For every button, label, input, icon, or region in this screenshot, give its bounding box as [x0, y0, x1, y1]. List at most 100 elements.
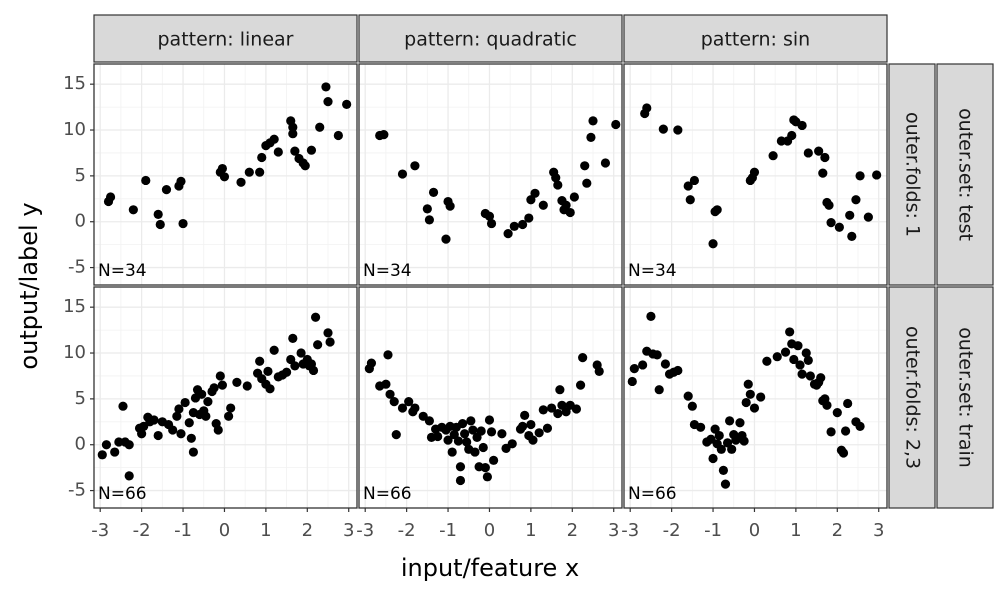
- point: [793, 341, 803, 351]
- point: [180, 397, 190, 408]
- x-tick-label: 3: [343, 520, 354, 541]
- point: [389, 397, 399, 407]
- strip: [623, 14, 888, 63]
- point: [288, 333, 298, 343]
- point: [379, 130, 389, 140]
- point: [797, 369, 807, 379]
- panel-border: [623, 63, 888, 286]
- point: [646, 311, 656, 321]
- point: [687, 401, 697, 411]
- point: [673, 365, 683, 376]
- point: [720, 479, 731, 489]
- point: [213, 425, 223, 435]
- point: [575, 380, 586, 390]
- point: [333, 130, 343, 141]
- x-tick-label: 3: [608, 520, 619, 541]
- x-tick-label: -1: [439, 520, 457, 541]
- x-tick-label: 1: [260, 520, 271, 541]
- point: [342, 99, 352, 109]
- point: [546, 403, 557, 413]
- point: [124, 471, 134, 481]
- point: [805, 371, 815, 381]
- point: [455, 462, 466, 472]
- point: [756, 392, 766, 402]
- point: [153, 430, 163, 441]
- x-tick-label: 1: [525, 520, 536, 541]
- point: [224, 411, 234, 421]
- point: [176, 429, 186, 439]
- panel-annotation: N=34: [98, 261, 147, 281]
- panel-annotation: N=66: [98, 484, 147, 504]
- point: [296, 348, 306, 358]
- point: [244, 167, 254, 177]
- point: [443, 435, 453, 445]
- point: [161, 185, 172, 195]
- point: [787, 130, 797, 141]
- x-tick-label: 2: [302, 520, 313, 541]
- point: [489, 455, 499, 465]
- point: [410, 403, 420, 413]
- strip-label: outer.set: test: [955, 108, 977, 241]
- y-tick-label: -5: [68, 257, 86, 278]
- point: [642, 103, 652, 113]
- x-tick-label: 0: [484, 520, 495, 541]
- point: [847, 231, 857, 241]
- point: [381, 379, 391, 389]
- point: [155, 219, 165, 230]
- panel-background: [624, 287, 887, 508]
- point: [611, 119, 621, 130]
- point: [772, 352, 782, 362]
- point: [517, 219, 528, 230]
- point: [708, 239, 718, 249]
- point: [685, 195, 695, 205]
- point: [226, 403, 236, 413]
- x-tick-label: 2: [567, 520, 578, 541]
- point: [188, 447, 199, 457]
- x-tick-label: -1: [704, 520, 722, 541]
- point: [197, 389, 207, 399]
- point: [457, 419, 468, 429]
- point: [826, 218, 836, 228]
- point: [141, 175, 151, 186]
- point: [718, 465, 729, 476]
- point: [712, 205, 722, 215]
- point: [433, 431, 443, 442]
- point: [397, 169, 408, 179]
- point: [105, 192, 116, 202]
- point: [855, 421, 865, 431]
- point: [553, 408, 563, 419]
- point: [217, 380, 227, 390]
- point: [814, 377, 824, 387]
- point: [654, 385, 664, 395]
- point: [288, 129, 298, 139]
- x-tick-label: 0: [219, 520, 230, 541]
- point: [708, 453, 718, 464]
- strip-label: pattern: sin: [701, 29, 810, 51]
- point: [780, 347, 791, 357]
- point: [455, 475, 466, 486]
- strip-label: outer.folds: 2,3: [902, 326, 924, 469]
- point: [281, 367, 292, 377]
- point: [201, 411, 211, 421]
- point: [174, 404, 184, 414]
- x-tick-label: 2: [832, 520, 843, 541]
- strip-label: outer.set: train: [955, 327, 977, 468]
- point: [582, 178, 592, 188]
- panel-border: [93, 63, 358, 286]
- point: [714, 430, 724, 441]
- y-tick-label: 0: [75, 211, 86, 232]
- point: [594, 366, 604, 376]
- point: [124, 440, 134, 450]
- point: [524, 213, 534, 223]
- point: [555, 385, 565, 395]
- point: [424, 416, 435, 426]
- point: [520, 410, 530, 420]
- point: [110, 447, 120, 457]
- point: [321, 82, 331, 92]
- point: [323, 96, 333, 107]
- x-axis-title: input/feature x: [401, 554, 579, 582]
- x-tick-label: 0: [749, 520, 760, 541]
- x-tick-label: -1: [174, 520, 192, 541]
- strip-label: pattern: linear: [158, 29, 294, 51]
- point: [569, 192, 579, 202]
